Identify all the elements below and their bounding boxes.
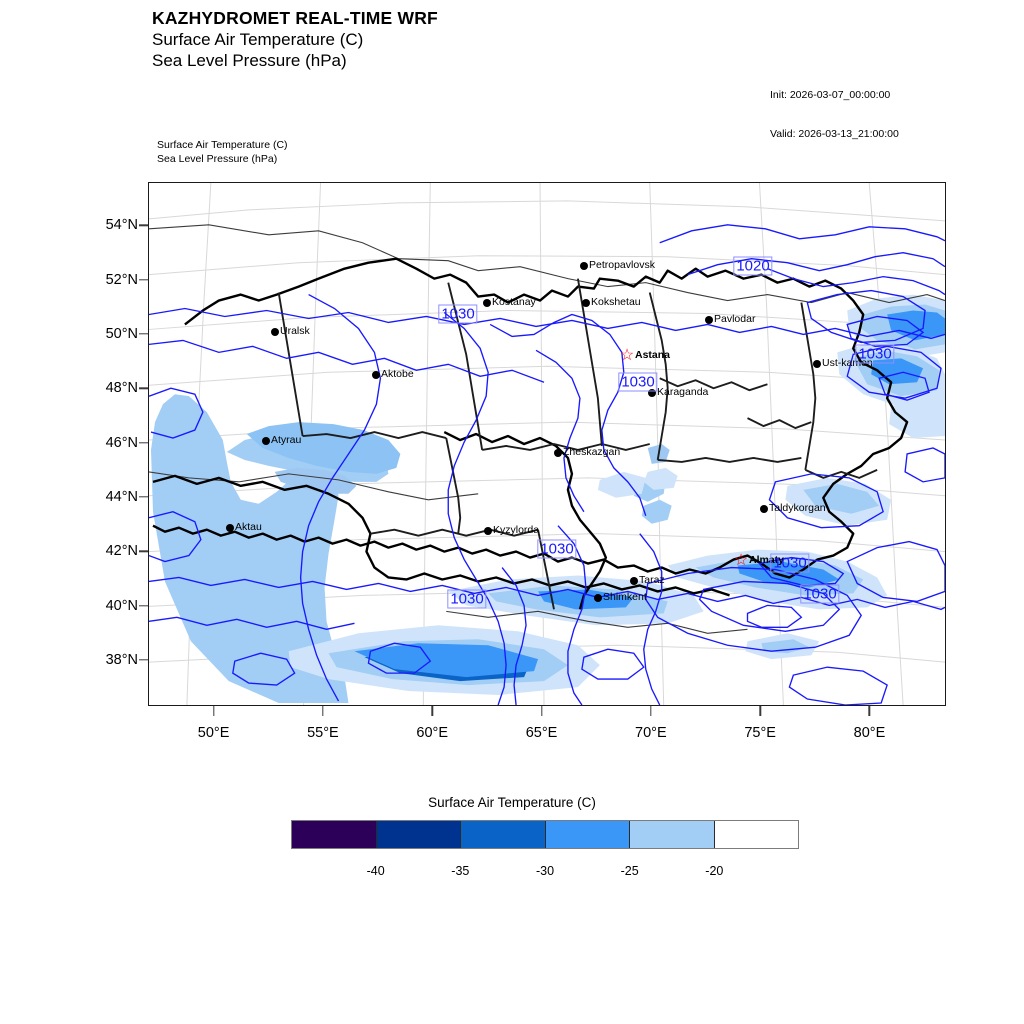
y-axis-tick-mark — [139, 496, 148, 498]
x-axis-tick-label: 75°E — [744, 725, 776, 741]
contour-value-label: 1030 — [537, 539, 577, 559]
contour-value-label: 1020 — [733, 256, 773, 276]
valid-timestamp: Valid: 2026-03-13_21:00:00 — [770, 128, 899, 140]
y-axis-tick-label: 54°N — [105, 217, 138, 234]
colorbar-tick-label: -25 — [620, 864, 639, 878]
y-axis-tick-mark — [139, 333, 148, 335]
colorbar-swatch[interactable] — [292, 821, 377, 848]
colorbar-swatch[interactable] — [545, 821, 630, 848]
colorbar-swatch[interactable] — [461, 821, 546, 848]
x-axis-tick-mark — [540, 706, 543, 716]
colorbar-tick-label: -30 — [535, 864, 555, 878]
contour-value-label: 1030 — [618, 372, 658, 392]
y-axis-tick-label: 50°N — [105, 326, 138, 343]
field-label-temperature: Surface Air Temperature (C) — [157, 139, 288, 151]
x-axis-tick-label: 50°E — [197, 725, 230, 741]
y-axis-tick-label: 42°N — [105, 543, 138, 560]
x-axis-tick-label: 80°E — [853, 725, 886, 741]
y-axis-tick-mark — [139, 659, 148, 661]
x-axis-tick-mark — [212, 706, 215, 716]
contour-value-label: 1030 — [800, 584, 840, 604]
plot-field-labels: Surface Air Temperature (C) Sea Level Pr… — [157, 138, 288, 166]
contour-value-label: 1030 — [438, 304, 478, 324]
x-axis-tick-mark — [759, 706, 761, 716]
x-axis-tick-label: 60°E — [416, 725, 449, 741]
page-title: KAZHYDROMET REAL-TIME WRF — [152, 8, 438, 28]
x-axis-tick-mark — [650, 706, 652, 716]
timestamp-block: Init: 2026-03-07_00:00:00 Valid: 2026-03… — [770, 63, 899, 154]
x-axis-tick-mark — [868, 706, 871, 716]
colorbar-tick-label: -20 — [705, 864, 724, 878]
x-axis-tick-mark — [431, 706, 433, 716]
map-plot-area[interactable]: Petropavlovsk Kostanay Kokshetau Pavlodar Ur… — [148, 182, 946, 706]
field-label-pressure: Sea Level Pressure (hPa) — [157, 153, 278, 165]
contour-value-label: 1030 — [770, 553, 810, 573]
y-axis-tick-mark — [139, 441, 148, 444]
header-subtitle-temperature: Surface Air Temperature (C) — [152, 30, 364, 49]
colorbar-swatch[interactable] — [376, 821, 461, 848]
map-graphic — [149, 183, 945, 705]
colorbar-tick-label: -40 — [366, 864, 385, 878]
x-axis-tick-label: 55°E — [307, 725, 339, 741]
y-axis-tick-label: 44°N — [105, 488, 138, 505]
y-axis: 54°N 52°N 50°N 48°N 46°N 44°N 42°N 40°N 38°N — [0, 0, 138, 1024]
colorbar-title: Surface Air Temperature (C) — [428, 795, 596, 810]
header-block: KAZHYDROMET REAL-TIME WRF Surface Air Te… — [152, 8, 772, 71]
x-axis-tick-label: 70°E — [635, 725, 667, 741]
y-axis-tick-mark — [139, 224, 148, 227]
y-axis-tick-label: 38°N — [105, 651, 138, 668]
y-axis-tick-label: 52°N — [105, 271, 138, 288]
colorbar-tick-label: -35 — [451, 864, 470, 878]
y-axis-tick-mark — [139, 279, 148, 281]
header-subtitle-pressure: Sea Level Pressure (hPa) — [152, 51, 347, 70]
colorbar[interactable] — [291, 820, 799, 849]
y-axis-tick-mark — [139, 604, 148, 607]
colorbar-swatch[interactable] — [630, 821, 715, 848]
y-axis-tick-mark — [139, 387, 148, 390]
colorbar-swatch[interactable] — [714, 821, 798, 848]
y-axis-tick-label: 40°N — [105, 597, 138, 614]
y-axis-tick-label: 48°N — [105, 380, 138, 397]
init-timestamp: Init: 2026-03-07_00:00:00 — [770, 89, 891, 101]
x-axis-tick-label: 65°E — [525, 725, 558, 741]
x-axis-tick-mark — [322, 706, 324, 716]
y-axis-tick-mark — [139, 550, 148, 552]
y-axis-tick-label: 46°N — [105, 434, 138, 451]
contour-value-label: 1030 — [447, 589, 487, 609]
contour-value-label: 1030 — [855, 344, 895, 364]
